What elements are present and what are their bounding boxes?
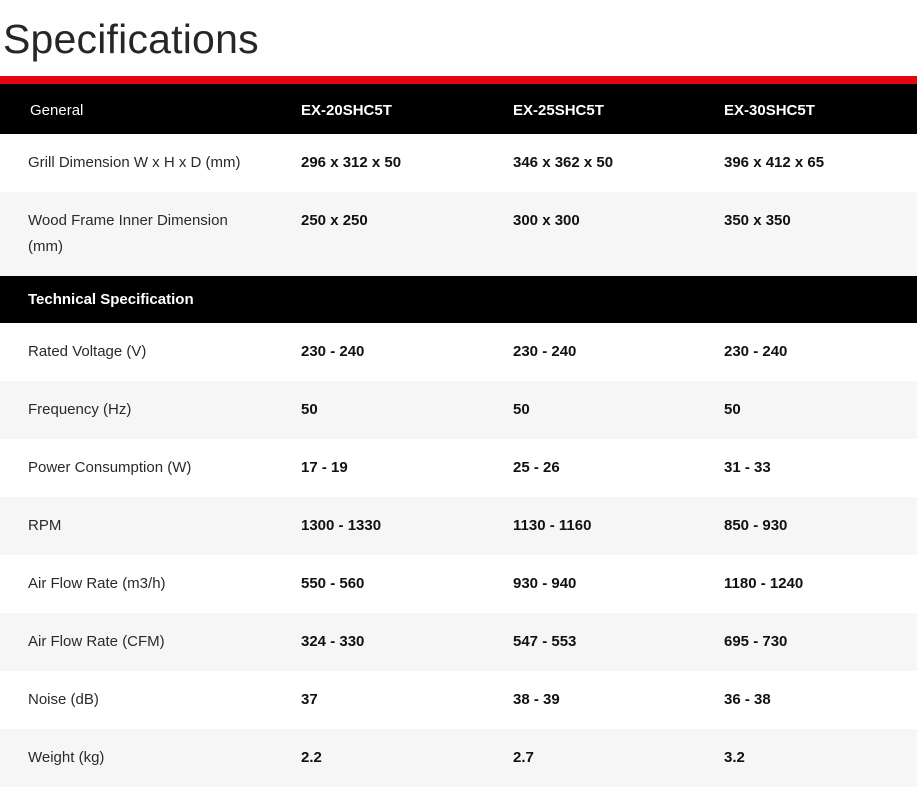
spec-value: 346 x 362 x 50 xyxy=(513,154,614,171)
spec-row: Weight (kg) 2.2 2.7 3.2 xyxy=(0,729,917,787)
spec-value: 1180 - 1240 xyxy=(724,575,804,592)
technical-rows: Rated Voltage (V) 230 - 240 230 - 240 230 -… xyxy=(0,323,917,787)
spec-value: 930 - 940 xyxy=(513,575,577,592)
spec-row-label: Grill Dimension W x H x D (mm) xyxy=(28,154,241,171)
accent-bar xyxy=(0,76,917,84)
spec-value: 547 - 553 xyxy=(513,633,577,650)
spec-row: Wood Frame Inner Dimension (mm) 250 x 250… xyxy=(0,192,917,276)
spec-value: 350 x 350 xyxy=(724,212,791,229)
spec-value: 296 x 312 x 50 xyxy=(301,154,402,171)
spec-row: Air Flow Rate (CFM) 324 - 330 547 - 553 695… xyxy=(0,613,917,671)
spec-row: Grill Dimension W x H x D (mm) 296 x 312 … xyxy=(0,134,917,192)
spec-row-label: Power Consumption (W) xyxy=(28,459,192,476)
spec-value: 2.7 xyxy=(513,749,534,766)
spec-row-label: Frequency (Hz) xyxy=(28,401,132,418)
spec-row: Rated Voltage (V) 230 - 240 230 - 240 230 -… xyxy=(0,323,917,381)
spec-value: 38 - 39 xyxy=(513,691,560,708)
spec-row: RPM 1300 - 1330 1130 - 1160 850 - 930 xyxy=(0,497,917,555)
spec-row-label: Wood Frame Inner Dimension (mm) xyxy=(28,212,228,255)
spec-value: 695 - 730 xyxy=(724,633,788,650)
header-model-name: EX-20SHC5T xyxy=(301,101,392,119)
header-model-name: EX-25SHC5T xyxy=(513,101,604,119)
table-header-row: General EX-20SHC5T EX-25SHC5T EX-30SHC5T xyxy=(0,84,917,134)
spec-value: 230 - 240 xyxy=(301,343,365,360)
spec-row-label: Rated Voltage (V) xyxy=(28,343,147,360)
spec-value: 50 xyxy=(513,401,530,418)
general-rows: Grill Dimension W x H x D (mm) 296 x 312 … xyxy=(0,134,917,276)
header-corner-label: General xyxy=(30,101,84,119)
spec-value: 550 - 560 xyxy=(301,575,365,592)
spec-value: 25 - 26 xyxy=(513,459,560,476)
spec-row-label: Weight (kg) xyxy=(28,749,105,766)
spec-value: 250 x 250 xyxy=(301,212,368,229)
spec-value: 300 x 300 xyxy=(513,212,580,229)
spec-value: 50 xyxy=(724,401,741,418)
spec-value: 50 xyxy=(301,401,318,418)
spec-row-label: RPM xyxy=(28,517,62,534)
spec-value: 17 - 19 xyxy=(301,459,348,476)
spec-value: 230 - 240 xyxy=(513,343,577,360)
spec-row: Frequency (Hz) 50 50 50 xyxy=(0,381,917,439)
spec-value: 3.2 xyxy=(724,749,745,766)
spec-row: Noise (dB) 37 38 - 39 36 - 38 xyxy=(0,671,917,729)
section-band: Technical Specification xyxy=(0,276,917,323)
spec-value: 36 - 38 xyxy=(724,691,771,708)
section-band-title: Technical Specification xyxy=(28,291,194,308)
spec-row-label: Air Flow Rate (CFM) xyxy=(28,633,165,650)
header-model-name: EX-30SHC5T xyxy=(724,101,815,119)
spec-row-label: Air Flow Rate (m3/h) xyxy=(28,575,166,592)
spec-value: 850 - 930 xyxy=(724,517,788,534)
spec-row-label: Noise (dB) xyxy=(28,691,99,708)
spec-value: 396 x 412 x 65 xyxy=(724,154,825,171)
spec-value: 1300 - 1330 xyxy=(301,517,382,534)
spec-row: Air Flow Rate (m3/h) 550 - 560 930 - 940 11… xyxy=(0,555,917,613)
spec-value: 2.2 xyxy=(301,749,322,766)
page-title: Specifications xyxy=(3,16,259,62)
spec-value: 230 - 240 xyxy=(724,343,788,360)
spec-row: Power Consumption (W) 17 - 19 25 - 26 31 - … xyxy=(0,439,917,497)
spec-value: 1130 - 1160 xyxy=(513,517,592,534)
spec-value: 37 xyxy=(301,691,318,708)
spec-value: 31 - 33 xyxy=(724,459,771,476)
spec-table: General EX-20SHC5T EX-25SHC5T EX-30SHC5T… xyxy=(0,84,917,787)
spec-value: 324 - 330 xyxy=(301,633,365,650)
